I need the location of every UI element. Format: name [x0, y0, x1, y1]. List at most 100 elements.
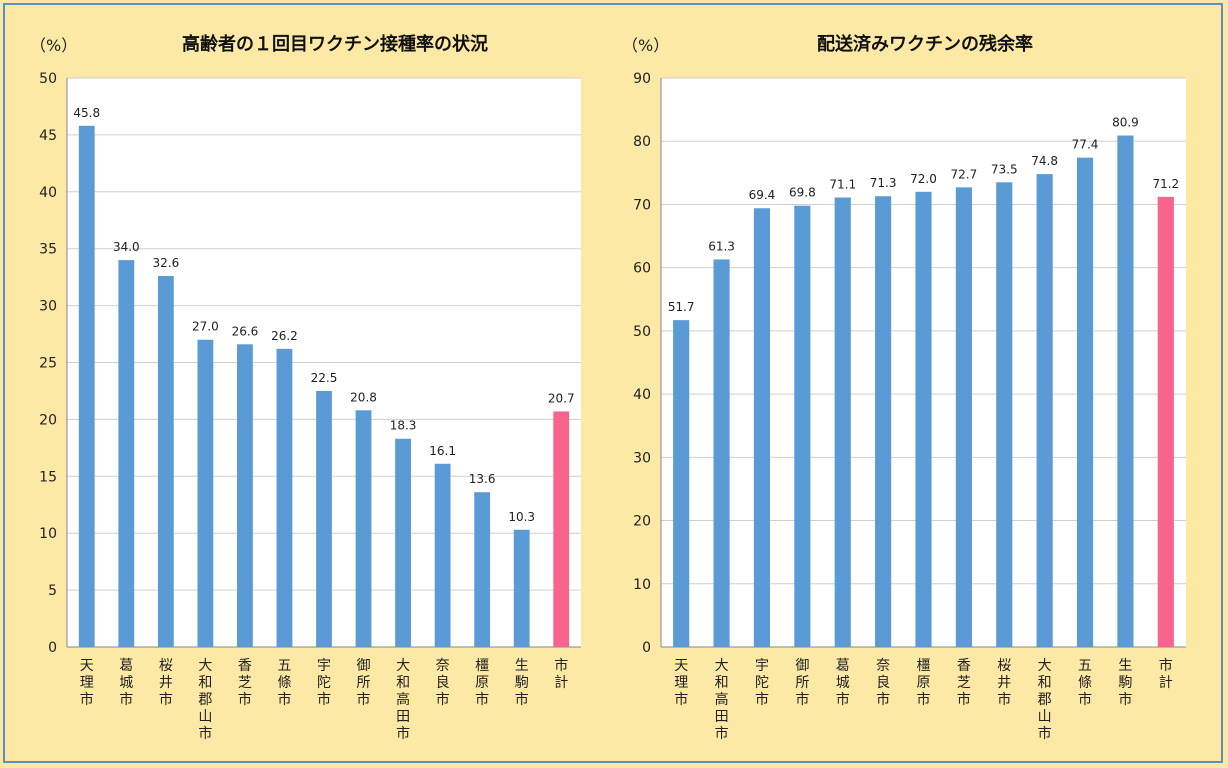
- left-chart: 0 5 10 15 20 25 30 35 40 45 50 45.8 天理市 34.0 葛城市 32.6 桜井…: [39, 71, 581, 742]
- y-tick-label: 30: [39, 299, 57, 315]
- x-tick-label: 御所市: [795, 658, 809, 708]
- data-label: 71.1: [829, 177, 856, 191]
- bar: [875, 196, 892, 647]
- y-tick-label: 20: [39, 412, 57, 428]
- data-label: 74.8: [1031, 154, 1058, 168]
- bar: [753, 208, 771, 647]
- data-label: 80.9: [1112, 116, 1139, 130]
- x-tick-label: 葛城市: [119, 658, 133, 708]
- bar: [474, 492, 491, 647]
- data-label: 18.3: [390, 419, 417, 433]
- y-tick-label: 30: [633, 450, 651, 466]
- bar: [1036, 174, 1053, 647]
- x-tick-label: 市計: [1159, 657, 1173, 691]
- y-tick-label: 45: [39, 128, 57, 144]
- x-tick-label: 大和高田市: [715, 658, 729, 742]
- bar: [355, 410, 372, 647]
- left-chart-title: 高齢者の１回目ワクチン接種率の状況: [182, 34, 488, 55]
- x-tick-label: 天理市: [80, 658, 94, 708]
- bar: [276, 348, 293, 647]
- bar: [513, 529, 530, 647]
- bar: [673, 320, 690, 647]
- x-tick-label: 香芝市: [238, 658, 252, 708]
- data-label: 16.1: [429, 444, 456, 458]
- x-tick-label: 宇陀市: [317, 658, 331, 708]
- y-tick-label: 20: [633, 514, 651, 530]
- data-label: 69.8: [789, 186, 816, 200]
- y-tick-label: 50: [39, 71, 57, 87]
- y-tick-label: 40: [39, 185, 57, 201]
- x-tick-label: 生駒市: [515, 658, 529, 708]
- right-chart: 0 10 20 30 40 50 60 70 80 90 51.7 天理市 61.3 大和高田市 69.4 宇…: [633, 71, 1186, 742]
- bar: [834, 197, 851, 648]
- y-tick-label: 90: [633, 71, 651, 87]
- x-tick-label: 天理市: [674, 658, 688, 708]
- x-tick-label: 橿原市: [917, 658, 931, 708]
- x-tick-label: 生駒市: [1118, 658, 1132, 708]
- bar: [395, 438, 411, 647]
- y-tick-label: 35: [39, 242, 57, 258]
- bar: [713, 259, 730, 647]
- bar: [553, 411, 570, 647]
- x-tick-label: 市計: [554, 657, 568, 691]
- x-tick-label: 奈良市: [876, 658, 890, 708]
- x-tick-label: 桜井市: [159, 658, 173, 708]
- data-label: 72.7: [951, 167, 978, 181]
- bar: [1076, 157, 1094, 647]
- y-tick-label: 10: [39, 526, 57, 542]
- data-label: 26.2: [271, 329, 298, 343]
- bar: [915, 191, 932, 648]
- data-label: 51.7: [668, 300, 695, 314]
- y-tick-label: 10: [633, 577, 651, 593]
- y-tick-label: 80: [633, 134, 651, 150]
- data-label: 32.6: [152, 256, 179, 270]
- x-tick-label: 桜井市: [997, 658, 1011, 708]
- y-tick-label: 60: [633, 261, 651, 277]
- x-tick-label: 香芝市: [957, 658, 971, 708]
- x-tick-label: 大和郡山市: [198, 658, 212, 742]
- x-tick-label: 葛城市: [836, 658, 850, 708]
- bar: [794, 205, 811, 647]
- x-tick-label: 橿原市: [475, 658, 489, 708]
- data-label: 10.3: [508, 510, 535, 524]
- x-tick-label: 御所市: [357, 658, 371, 708]
- data-label: 34.0: [113, 240, 140, 254]
- bar: [996, 182, 1013, 648]
- left-unit-label: （%）: [30, 36, 78, 55]
- y-tick-label: 25: [39, 356, 57, 372]
- data-label: 26.6: [232, 324, 259, 338]
- y-tick-label: 0: [642, 640, 651, 656]
- right-chart-title: 配送済みワクチンの残余率: [817, 34, 1033, 55]
- x-tick-label: 大和郡山市: [1038, 658, 1052, 742]
- y-tick-label: 5: [48, 583, 57, 599]
- bar: [118, 260, 135, 647]
- bar: [955, 187, 972, 647]
- x-tick-label: 奈良市: [436, 658, 450, 708]
- data-label: 45.8: [73, 106, 100, 120]
- data-label: 22.5: [311, 371, 338, 385]
- data-label: 27.0: [192, 320, 219, 334]
- bar: [78, 125, 95, 647]
- data-label: 13.6: [469, 472, 496, 486]
- right-unit-label: （%）: [622, 36, 670, 55]
- y-tick-label: 70: [633, 197, 651, 213]
- data-label: 20.8: [350, 390, 377, 404]
- data-label: 73.5: [991, 162, 1018, 176]
- bar: [316, 390, 332, 647]
- data-label: 72.0: [910, 172, 937, 186]
- x-tick-label: 五條市: [1078, 658, 1092, 708]
- data-label: 20.7: [548, 391, 575, 405]
- data-label: 71.3: [870, 176, 897, 190]
- bar: [197, 339, 214, 647]
- bar: [434, 463, 451, 647]
- data-label: 69.4: [749, 188, 776, 202]
- x-tick-label: 五條市: [277, 658, 291, 708]
- bar: [237, 344, 253, 647]
- bar: [1117, 135, 1134, 647]
- x-tick-label: 大和高田市: [396, 658, 410, 742]
- data-label: 61.3: [708, 239, 735, 253]
- bar: [1157, 196, 1174, 647]
- data-label: 77.4: [1072, 138, 1099, 152]
- y-tick-label: 0: [48, 640, 57, 656]
